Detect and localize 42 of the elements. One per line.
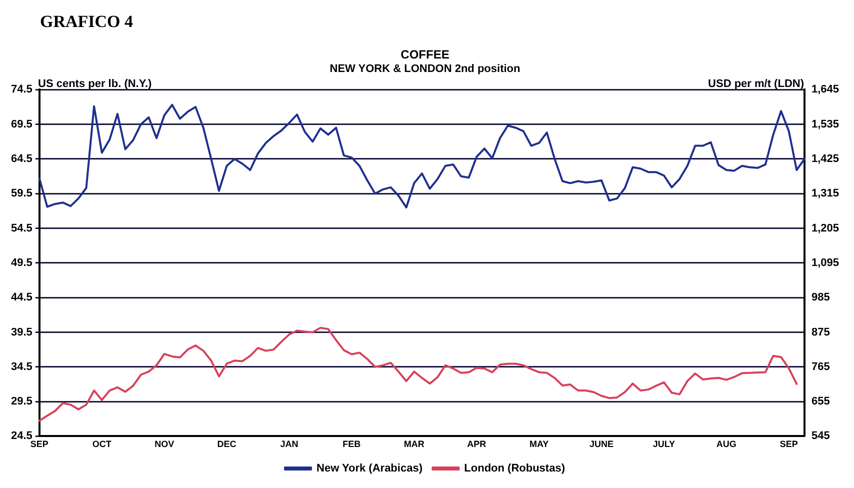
x-tick-label: OCT: [92, 439, 112, 450]
x-tick-label: NOV: [154, 439, 174, 450]
y-tick-label: 74.5: [10, 84, 32, 96]
x-tick-label: MAY: [529, 439, 549, 450]
x-tick-label: JAN: [280, 439, 298, 450]
y2-tick-label: 875: [811, 326, 830, 338]
x-tick-label: FEB: [342, 439, 362, 450]
y-tick-label: 34.5: [10, 360, 32, 373]
x-tick-label: JULY: [652, 439, 676, 450]
y2-tick-label: 1,535: [811, 118, 840, 130]
y2-tick-label: 655: [811, 396, 830, 408]
y2-tick-label: 1,205: [811, 222, 840, 234]
y2-tick-label: 1,095: [811, 256, 840, 269]
y2-tick-label: 1,315: [811, 188, 840, 200]
y-tick-label: 54.5: [10, 222, 32, 234]
y-tick-label: 39.5: [10, 326, 32, 338]
y-tick-label: 69.5: [10, 118, 32, 130]
x-tick-label: APR: [467, 439, 487, 450]
legend-label: New York (Arabicas): [316, 462, 423, 475]
x-tick-label: SEP: [780, 439, 798, 450]
y2-tick-label: 765: [811, 360, 830, 373]
y2-tick-label: 1,425: [811, 152, 840, 165]
chart-subtitle: NEW YORK & LONDON 2nd position: [330, 63, 521, 76]
y-axis-title: US cents per lb. (N.Y.): [38, 78, 152, 90]
y-tick-label: 44.5: [10, 292, 32, 304]
y2-tick-label: 1,645: [811, 84, 840, 96]
x-tick-label: SEP: [30, 439, 48, 450]
y2-tick-label: 985: [811, 292, 830, 304]
legend-label: London (Robustas): [464, 462, 566, 475]
y-tick-label: 59.5: [10, 188, 32, 200]
y-tick-label: 24.5: [10, 430, 32, 442]
x-tick-label: AUG: [716, 439, 736, 450]
x-tick-label: JUNE: [589, 439, 614, 450]
x-tick-label: MAR: [404, 439, 425, 450]
chart-title: COFFEE: [400, 48, 450, 62]
y2-tick-label: 545: [811, 430, 830, 442]
x-tick-label: DEC: [217, 439, 237, 450]
y-tick-label: 64.5: [10, 152, 32, 165]
y-tick-label: 29.5: [10, 396, 32, 408]
y-tick-label: 49.5: [10, 256, 32, 269]
text: GRAFICO 4: [40, 12, 134, 32]
y2-axis-title: USD per m/t (LDN): [708, 78, 804, 90]
